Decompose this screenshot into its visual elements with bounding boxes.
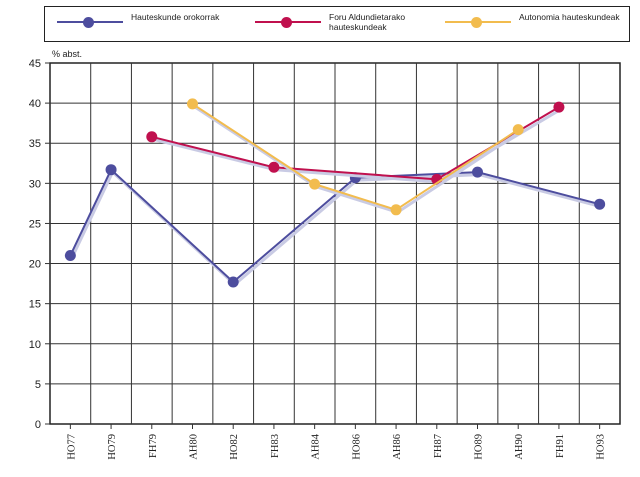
y-tick-label: 15 [29, 299, 41, 311]
data-point [64, 250, 76, 262]
legend-swatch-dot-autonomic [471, 17, 482, 28]
data-point [146, 131, 158, 143]
data-point [512, 124, 524, 136]
data-point [268, 161, 280, 173]
y-tick-label: 25 [29, 218, 41, 230]
series-line [69, 168, 600, 284]
data-point [594, 198, 606, 210]
x-tick-label: HO89 [474, 434, 485, 460]
data-point [553, 101, 565, 113]
y-tick-label: 20 [29, 259, 41, 271]
y-tick-label: 30 [29, 178, 41, 190]
y-tick-label: 45 [29, 58, 41, 70]
x-tick-label: HO77 [66, 434, 77, 460]
series-shadow-line [193, 105, 521, 214]
y-tick-label: 0 [35, 419, 41, 431]
chart-legend: Hauteskunde orokorrak Foru Aldundietarak… [44, 6, 630, 42]
x-tick-label: FH79 [148, 434, 159, 458]
legend-swatch-dot-foral [281, 17, 292, 28]
data-point [227, 276, 239, 288]
y-tick-label: 40 [29, 98, 41, 110]
y-tick-label: 5 [35, 379, 41, 391]
x-tick-label: HO93 [596, 434, 607, 460]
y-tick-label: 35 [29, 138, 41, 150]
x-tick-label: AH80 [189, 434, 200, 460]
data-point [105, 164, 117, 176]
x-tick-label: FH91 [555, 434, 566, 458]
data-point [187, 98, 198, 110]
series-shadow-line [70, 170, 602, 287]
series-line [191, 103, 519, 211]
data-point [390, 204, 402, 216]
legend-label-general: Hauteskunde orokorrak [131, 12, 220, 22]
x-tick-label: AH86 [392, 434, 403, 460]
x-tick-label: HO82 [229, 434, 240, 460]
y-tick-label: 10 [29, 339, 41, 351]
legend-swatch-dot-general [83, 17, 94, 28]
data-point [309, 178, 321, 190]
x-tick-label: FH83 [270, 434, 281, 458]
legend-label-foral: Foru Aldundietarako hauteskundeak [329, 12, 406, 32]
legend-label-autonomic: Autonomia hauteskundeak [519, 12, 620, 22]
x-tick-label: AH84 [311, 433, 322, 459]
x-tick-label: FH87 [433, 434, 444, 458]
x-tick-label: HO86 [351, 434, 362, 460]
y-axis-label: % abst. [52, 49, 82, 59]
x-tick-label: HO79 [107, 434, 118, 460]
x-tick-label: AH90 [514, 434, 525, 460]
data-point [472, 166, 483, 178]
